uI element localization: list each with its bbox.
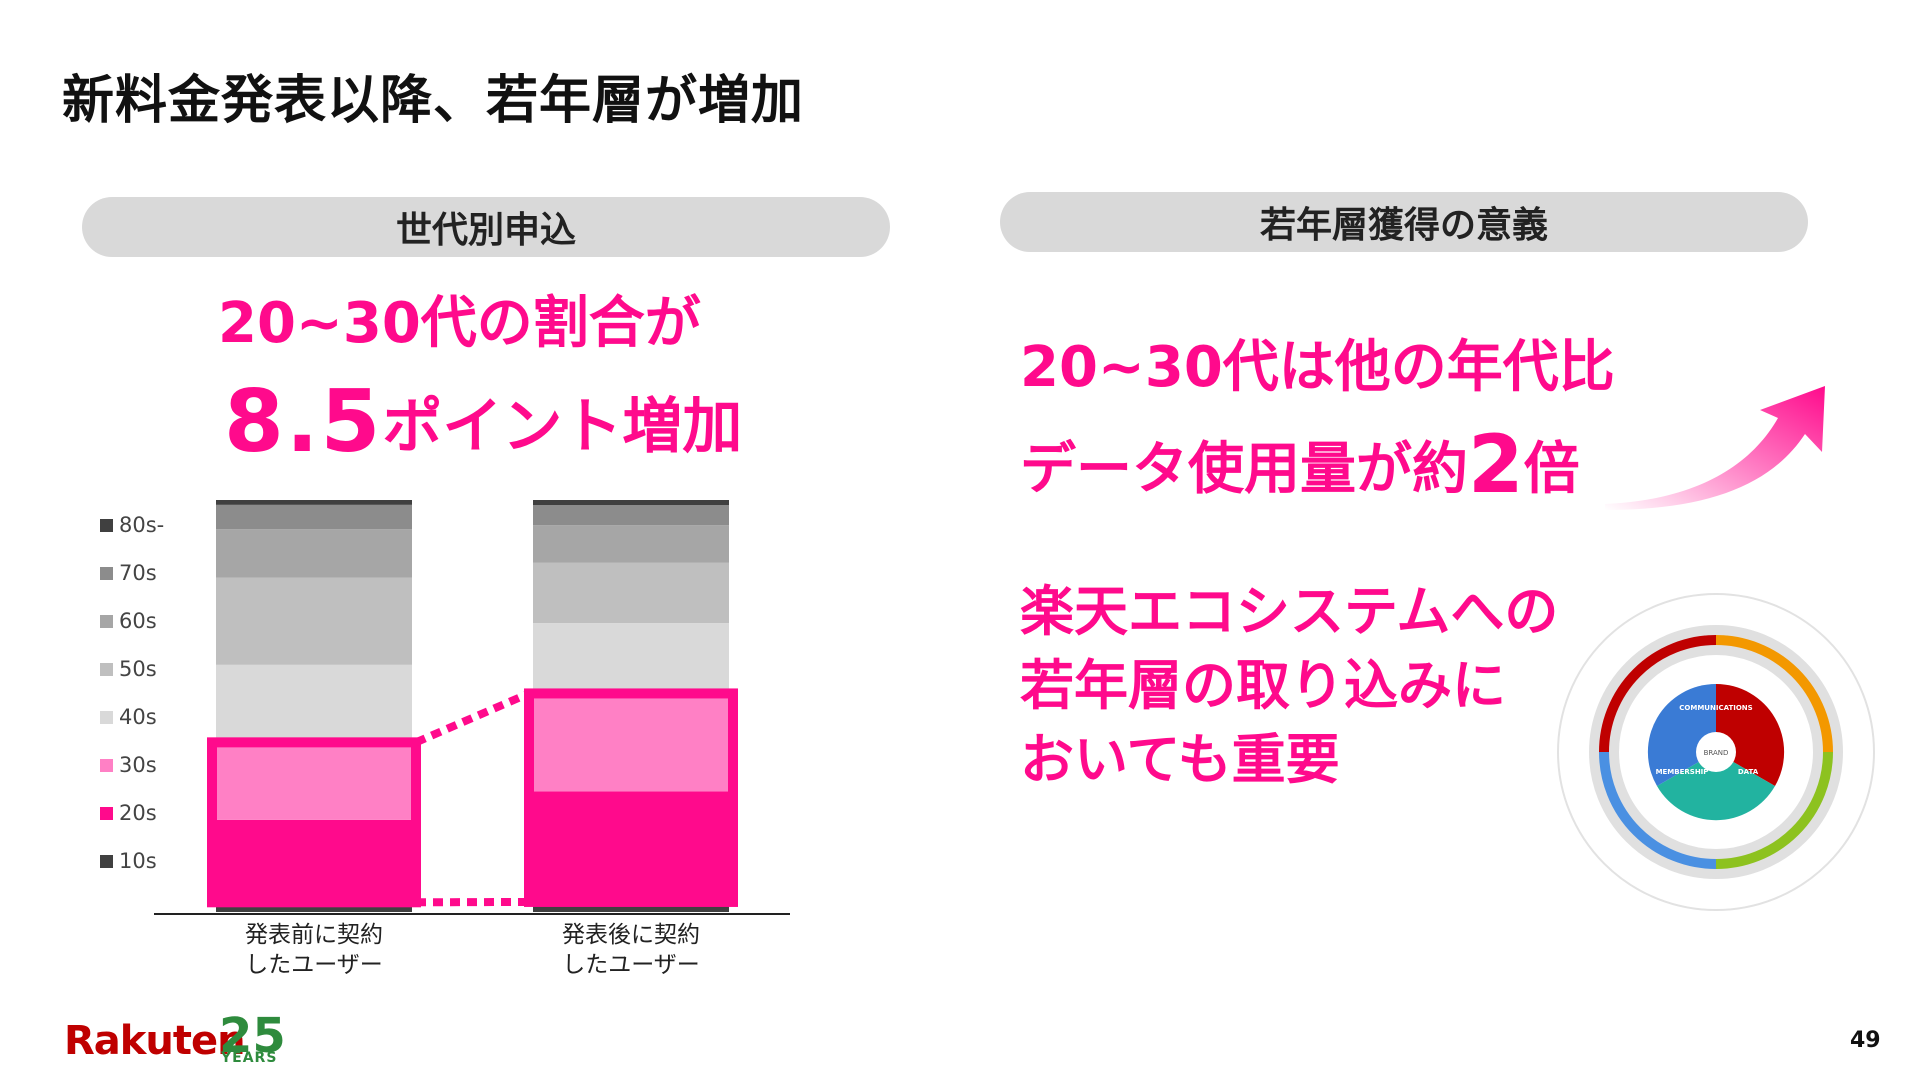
bar-segment-50s-0: [216, 577, 412, 665]
right-headline-block: 楽天エコシステムへの 若年層の取り込みに おいても重要: [1020, 575, 1558, 797]
bar-segment-80s--1: [533, 500, 729, 506]
logo-word: Rakuten: [64, 1018, 246, 1064]
growth-arrow-icon: [1605, 386, 1825, 510]
category-label-0-1: したユーザー: [245, 952, 383, 978]
bar-segment-80s--0: [216, 500, 412, 505]
right-line3: 楽天エコシステムへの: [1020, 580, 1559, 643]
category-label-0-0: 発表前に契約: [245, 922, 383, 948]
line2-suffix: 倍: [1523, 437, 1580, 502]
legend-label-40s: 40s: [119, 705, 157, 729]
bar-segment-70s-1: [533, 505, 729, 526]
category-label-1-1: したユーザー: [562, 952, 700, 978]
legend-swatch-40s: [100, 711, 113, 724]
wheel-core-data: DATA: [1738, 768, 1759, 776]
left-headline-line1: 20~30代の割合が: [218, 291, 701, 356]
bar-segment-20s-0: [216, 819, 412, 903]
bar-segment-30s-1: [533, 693, 729, 792]
legend-swatch-70s: [100, 567, 113, 580]
legend-swatch-50s: [100, 663, 113, 676]
ecosystem-wheel: BRAND COMMUNICATIONS DATA MEMBERSHIP: [1557, 593, 1875, 911]
logo-years: YEARS: [221, 1050, 278, 1066]
legend-label-50s: 50s: [119, 657, 157, 681]
right-headline-line1: 20~30代は他の年代比: [1020, 335, 1615, 400]
legend-swatch-20s: [100, 807, 113, 820]
bar-segment-10s-1: [533, 901, 729, 912]
legend-swatch-10s: [100, 855, 113, 868]
wheel-center: BRAND: [1704, 749, 1729, 757]
right-line4: 若年層の取り込みに: [1020, 654, 1506, 717]
category-label-1-0: 発表後に契約: [562, 922, 700, 948]
left-headline-line2: 8.5ポイント増加: [224, 372, 742, 472]
legend-label-60s: 60s: [119, 609, 157, 633]
bar-segment-30s-0: [216, 742, 412, 820]
legend-label-10s: 10s: [119, 849, 157, 873]
bar-segment-40s-0: [216, 664, 412, 743]
line2-big: 2: [1468, 418, 1524, 511]
bar-segment-60s-0: [216, 529, 412, 578]
legend-label-30s: 30s: [119, 753, 157, 777]
logo-number: 25: [219, 1008, 286, 1064]
highlight-box-1: [524, 688, 738, 907]
line2-prefix: データ使用量が約: [1020, 437, 1468, 502]
slide-title: 新料金発表以降、若年層が増加: [62, 71, 805, 131]
bar-segment-50s-1: [533, 562, 729, 624]
right-line5: おいても重要: [1020, 728, 1340, 791]
right-panel-header: 若年層獲得の意義: [1000, 192, 1808, 252]
bar-segment-20s-1: [533, 791, 729, 902]
headline-rest: ポイント増加: [382, 392, 743, 462]
bar-segment-60s-1: [533, 525, 729, 563]
wheel-core-communications: COMMUNICATIONS: [1679, 704, 1752, 712]
headline-big-number: 8.5: [224, 372, 383, 472]
connector-top: [414, 689, 531, 747]
bar-segment-70s-0: [216, 504, 412, 530]
legend-label-70s: 70s: [119, 561, 157, 585]
page-number: 49: [1850, 1028, 1881, 1053]
legend-label-80s-: 80s-: [119, 513, 164, 537]
legend-label-20s: 20s: [119, 801, 157, 825]
right-headline-line2: データ使用量が約2倍: [1020, 418, 1580, 511]
legend-swatch-80s-: [100, 519, 113, 532]
bar-segment-40s-1: [533, 623, 729, 694]
legend-swatch-30s: [100, 759, 113, 772]
wheel-core-membership: MEMBERSHIP: [1656, 768, 1709, 776]
legend-swatch-60s: [100, 615, 113, 628]
left-panel-header: 世代別申込: [82, 197, 890, 257]
highlight-box-0: [207, 737, 421, 908]
